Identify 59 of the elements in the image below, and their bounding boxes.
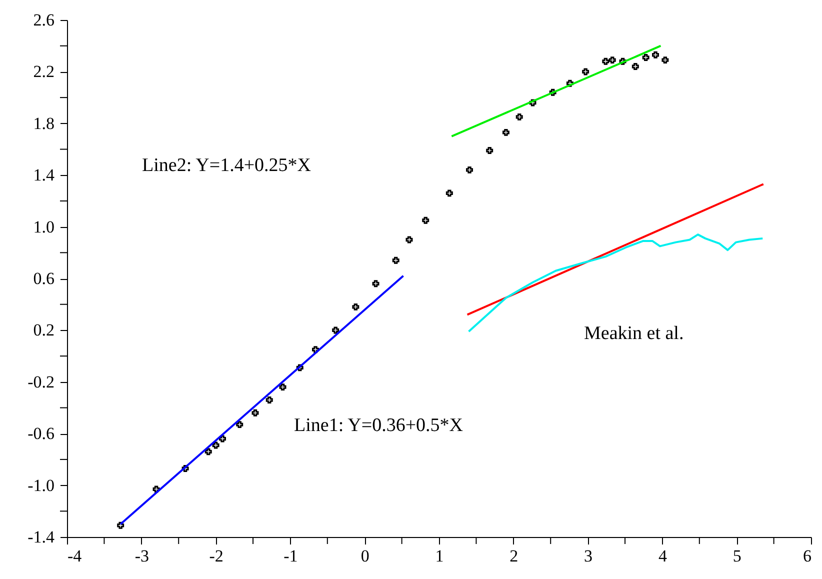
point <box>236 421 244 428</box>
point <box>296 364 304 372</box>
y-tick-label: 0.2 <box>33 320 54 340</box>
point <box>642 54 650 61</box>
point <box>312 346 319 354</box>
point <box>619 58 626 65</box>
point <box>466 166 473 174</box>
point <box>182 465 189 472</box>
y-tick-label: 2.6 <box>33 10 54 30</box>
y-tick-label: -1.4 <box>28 528 55 546</box>
point <box>549 88 556 96</box>
point <box>212 442 220 449</box>
point <box>332 326 340 334</box>
point <box>529 99 536 106</box>
annotation: Meakin et al. <box>584 323 684 344</box>
y-tick-label: 2.2 <box>33 62 54 82</box>
x-tick-label: 2 <box>510 546 518 566</box>
x-tick-label: -1 <box>284 546 298 566</box>
point <box>279 384 286 391</box>
x-tick-label: 4 <box>658 546 668 566</box>
x-tick-label: 1 <box>435 546 444 566</box>
point <box>252 409 259 416</box>
point <box>219 435 226 442</box>
y-tick-label: -0.2 <box>28 372 54 392</box>
annotation: Line2: Y=1.4+0.25*X <box>142 155 312 176</box>
annotation: Line1: Y=0.36+0.5*X <box>294 415 464 436</box>
point <box>422 216 430 224</box>
point <box>406 236 413 244</box>
point <box>632 63 639 70</box>
point <box>566 80 574 87</box>
point <box>582 68 590 76</box>
x-tick-label: -2 <box>209 546 224 566</box>
point <box>392 256 400 264</box>
point <box>602 58 610 65</box>
point <box>608 56 616 64</box>
y-tick-label: 1.8 <box>33 114 54 133</box>
x-tick-label: 0 <box>360 546 370 566</box>
point <box>662 56 669 64</box>
y-tick-label: -0.6 <box>28 424 54 444</box>
x-tick-label: 3 <box>584 546 593 566</box>
point <box>502 128 510 136</box>
y-tick-label: 0.6 <box>33 269 54 288</box>
point <box>352 303 360 310</box>
point <box>516 113 523 120</box>
x-tick-label: 5 <box>732 546 742 566</box>
y-tick-label: -1.0 <box>28 476 54 495</box>
point <box>372 280 380 288</box>
point <box>117 522 124 529</box>
x-tick-label: -4 <box>68 546 82 566</box>
y-tick-label: 1.4 <box>33 166 55 185</box>
x-tick-label: -3 <box>134 546 149 566</box>
x-tick-label: 6 <box>803 546 812 566</box>
point <box>486 147 494 154</box>
point <box>446 190 453 197</box>
y-tick-label: 1.0 <box>33 217 54 236</box>
point <box>652 51 659 58</box>
point <box>152 486 160 493</box>
point <box>204 448 212 456</box>
point <box>266 396 273 404</box>
